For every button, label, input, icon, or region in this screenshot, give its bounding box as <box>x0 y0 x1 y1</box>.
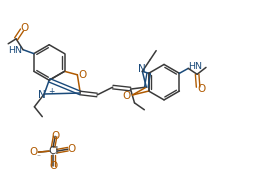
Text: ⁻: ⁻ <box>36 152 40 161</box>
Text: Cl: Cl <box>48 146 58 156</box>
Text: O: O <box>122 91 130 101</box>
Text: O: O <box>196 84 204 94</box>
Text: O: O <box>49 161 57 171</box>
Text: N: N <box>38 90 46 100</box>
Text: HN: HN <box>8 46 22 55</box>
Text: N: N <box>138 64 146 74</box>
Text: O: O <box>78 70 86 80</box>
Text: O: O <box>51 131 59 141</box>
Text: O: O <box>29 147 37 157</box>
Text: HN: HN <box>187 62 201 71</box>
Text: O: O <box>21 23 29 33</box>
Text: O: O <box>68 144 76 154</box>
Text: +: + <box>48 86 54 96</box>
